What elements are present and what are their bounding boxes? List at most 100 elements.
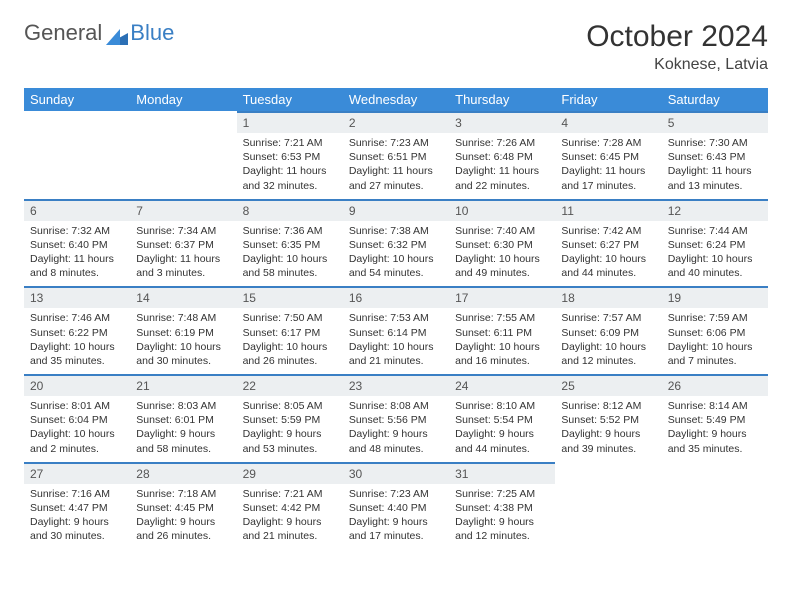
sunset-text: Sunset: 4:40 PM: [349, 501, 443, 515]
day-number: 23: [343, 374, 449, 396]
day-number: 21: [130, 374, 236, 396]
daylight-text: Daylight: 11 hours and 13 minutes.: [668, 164, 762, 192]
day-number: 8: [237, 199, 343, 221]
weekday-header: Thursday: [449, 88, 555, 111]
sunset-text: Sunset: 6:53 PM: [243, 150, 337, 164]
day-body: Sunrise: 7:16 AMSunset: 4:47 PMDaylight:…: [24, 484, 130, 550]
day-body: Sunrise: 7:18 AMSunset: 4:45 PMDaylight:…: [130, 484, 236, 550]
day-number: 4: [555, 111, 661, 133]
daylight-text: Daylight: 11 hours and 17 minutes.: [561, 164, 655, 192]
sunrise-text: Sunrise: 7:28 AM: [561, 136, 655, 150]
daylight-text: Daylight: 10 hours and 16 minutes.: [455, 340, 549, 368]
calendar-cell: 3Sunrise: 7:26 AMSunset: 6:48 PMDaylight…: [449, 111, 555, 199]
sunrise-text: Sunrise: 7:50 AM: [243, 311, 337, 325]
calendar-cell: 1Sunrise: 7:21 AMSunset: 6:53 PMDaylight…: [237, 111, 343, 199]
title-block: October 2024 Koknese, Latvia: [586, 20, 768, 74]
calendar-table: Sunday Monday Tuesday Wednesday Thursday…: [24, 88, 768, 549]
weekday-header: Wednesday: [343, 88, 449, 111]
daylight-text: Daylight: 9 hours and 44 minutes.: [455, 427, 549, 455]
daylight-text: Daylight: 9 hours and 39 minutes.: [561, 427, 655, 455]
day-number: 6: [24, 199, 130, 221]
sunset-text: Sunset: 4:38 PM: [455, 501, 549, 515]
calendar-cell: 30Sunrise: 7:23 AMSunset: 4:40 PMDayligh…: [343, 462, 449, 550]
day-body: Sunrise: 7:21 AMSunset: 4:42 PMDaylight:…: [237, 484, 343, 550]
calendar-cell: 21Sunrise: 8:03 AMSunset: 6:01 PMDayligh…: [130, 374, 236, 462]
calendar-cell: 6Sunrise: 7:32 AMSunset: 6:40 PMDaylight…: [24, 199, 130, 287]
daylight-text: Daylight: 11 hours and 27 minutes.: [349, 164, 443, 192]
sunrise-text: Sunrise: 7:30 AM: [668, 136, 762, 150]
daylight-text: Daylight: 11 hours and 3 minutes.: [136, 252, 230, 280]
sunset-text: Sunset: 6:30 PM: [455, 238, 549, 252]
calendar-week-row: 6Sunrise: 7:32 AMSunset: 6:40 PMDaylight…: [24, 199, 768, 287]
day-number: 20: [24, 374, 130, 396]
sunrise-text: Sunrise: 7:34 AM: [136, 224, 230, 238]
sunset-text: Sunset: 6:17 PM: [243, 326, 337, 340]
day-body: Sunrise: 7:23 AMSunset: 6:51 PMDaylight:…: [343, 133, 449, 199]
daylight-text: Daylight: 10 hours and 54 minutes.: [349, 252, 443, 280]
sunrise-text: Sunrise: 7:57 AM: [561, 311, 655, 325]
calendar-cell: 24Sunrise: 8:10 AMSunset: 5:54 PMDayligh…: [449, 374, 555, 462]
daylight-text: Daylight: 10 hours and 12 minutes.: [561, 340, 655, 368]
daylight-text: Daylight: 10 hours and 49 minutes.: [455, 252, 549, 280]
calendar-cell: 2Sunrise: 7:23 AMSunset: 6:51 PMDaylight…: [343, 111, 449, 199]
calendar-cell: 29Sunrise: 7:21 AMSunset: 4:42 PMDayligh…: [237, 462, 343, 550]
day-number: 5: [662, 111, 768, 133]
sunset-text: Sunset: 6:43 PM: [668, 150, 762, 164]
sunset-text: Sunset: 6:09 PM: [561, 326, 655, 340]
daylight-text: Daylight: 10 hours and 30 minutes.: [136, 340, 230, 368]
sunrise-text: Sunrise: 8:05 AM: [243, 399, 337, 413]
sunset-text: Sunset: 5:56 PM: [349, 413, 443, 427]
sunrise-text: Sunrise: 7:21 AM: [243, 487, 337, 501]
calendar-week-row: 20Sunrise: 8:01 AMSunset: 6:04 PMDayligh…: [24, 374, 768, 462]
sunset-text: Sunset: 6:19 PM: [136, 326, 230, 340]
day-number: 25: [555, 374, 661, 396]
sunrise-text: Sunrise: 8:01 AM: [30, 399, 124, 413]
sunrise-text: Sunrise: 7:16 AM: [30, 487, 124, 501]
calendar-cell: 31Sunrise: 7:25 AMSunset: 4:38 PMDayligh…: [449, 462, 555, 550]
calendar-cell: 18Sunrise: 7:57 AMSunset: 6:09 PMDayligh…: [555, 286, 661, 374]
sunset-text: Sunset: 6:01 PM: [136, 413, 230, 427]
sunset-text: Sunset: 6:22 PM: [30, 326, 124, 340]
logo: General Blue: [24, 20, 174, 46]
sunrise-text: Sunrise: 8:08 AM: [349, 399, 443, 413]
daylight-text: Daylight: 10 hours and 35 minutes.: [30, 340, 124, 368]
day-body: Sunrise: 7:55 AMSunset: 6:11 PMDaylight:…: [449, 308, 555, 374]
sunset-text: Sunset: 6:37 PM: [136, 238, 230, 252]
daylight-text: Daylight: 9 hours and 58 minutes.: [136, 427, 230, 455]
calendar-cell: 17Sunrise: 7:55 AMSunset: 6:11 PMDayligh…: [449, 286, 555, 374]
daylight-text: Daylight: 9 hours and 53 minutes.: [243, 427, 337, 455]
calendar-cell: 12Sunrise: 7:44 AMSunset: 6:24 PMDayligh…: [662, 199, 768, 287]
day-number: 24: [449, 374, 555, 396]
day-number: 30: [343, 462, 449, 484]
day-number: 7: [130, 199, 236, 221]
weekday-header: Monday: [130, 88, 236, 111]
day-number: 17: [449, 286, 555, 308]
day-body: Sunrise: 8:10 AMSunset: 5:54 PMDaylight:…: [449, 396, 555, 462]
calendar-cell: 13Sunrise: 7:46 AMSunset: 6:22 PMDayligh…: [24, 286, 130, 374]
daylight-text: Daylight: 10 hours and 21 minutes.: [349, 340, 443, 368]
calendar-cell: 27Sunrise: 7:16 AMSunset: 4:47 PMDayligh…: [24, 462, 130, 550]
sunset-text: Sunset: 6:45 PM: [561, 150, 655, 164]
sunrise-text: Sunrise: 7:23 AM: [349, 487, 443, 501]
day-number: 31: [449, 462, 555, 484]
day-body: Sunrise: 7:30 AMSunset: 6:43 PMDaylight:…: [662, 133, 768, 199]
location: Koknese, Latvia: [586, 56, 768, 74]
day-number: 14: [130, 286, 236, 308]
header: General Blue October 2024 Koknese, Latvi…: [24, 20, 768, 74]
day-body: Sunrise: 8:14 AMSunset: 5:49 PMDaylight:…: [662, 396, 768, 462]
day-body: Sunrise: 7:26 AMSunset: 6:48 PMDaylight:…: [449, 133, 555, 199]
weekday-header: Tuesday: [237, 88, 343, 111]
calendar-cell: 19Sunrise: 7:59 AMSunset: 6:06 PMDayligh…: [662, 286, 768, 374]
logo-word1: General: [24, 20, 102, 46]
sunset-text: Sunset: 6:14 PM: [349, 326, 443, 340]
weekday-header-row: Sunday Monday Tuesday Wednesday Thursday…: [24, 88, 768, 111]
sunrise-text: Sunrise: 7:46 AM: [30, 311, 124, 325]
calendar-cell: 9Sunrise: 7:38 AMSunset: 6:32 PMDaylight…: [343, 199, 449, 287]
sunset-text: Sunset: 6:32 PM: [349, 238, 443, 252]
calendar-cell: .: [24, 111, 130, 199]
day-body: Sunrise: 7:34 AMSunset: 6:37 PMDaylight:…: [130, 221, 236, 287]
sunrise-text: Sunrise: 7:40 AM: [455, 224, 549, 238]
daylight-text: Daylight: 10 hours and 58 minutes.: [243, 252, 337, 280]
day-body: Sunrise: 7:40 AMSunset: 6:30 PMDaylight:…: [449, 221, 555, 287]
day-number: 10: [449, 199, 555, 221]
